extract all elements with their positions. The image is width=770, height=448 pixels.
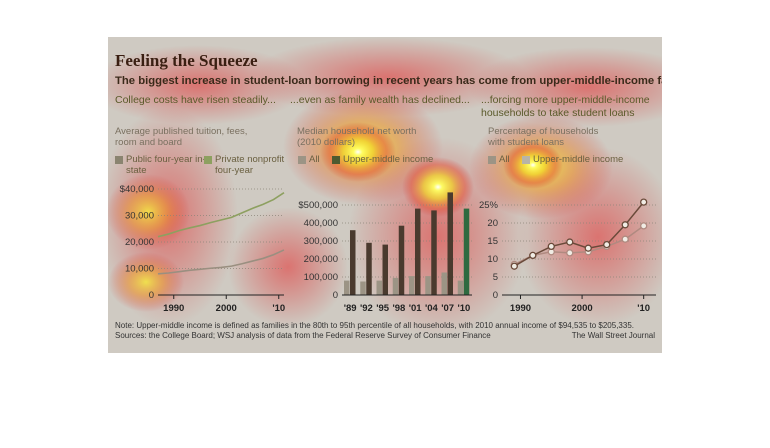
bar-upper-middle (463, 208, 470, 295)
y-tick-label: 20,000 (125, 237, 154, 248)
data-point-all (640, 222, 648, 230)
x-tick-label: 1990 (163, 303, 184, 314)
y-tick-label: 30,000 (125, 211, 154, 222)
y-tick-label: 10,000 (125, 264, 154, 275)
legend-swatch-all-loans (488, 156, 496, 164)
x-tick-label: '04 (425, 303, 439, 314)
y-tick-label: 5 (493, 272, 498, 283)
bar-upper-middle (350, 230, 356, 295)
sources-line: Sources: the College Board; WSJ analysis… (115, 331, 491, 340)
x-tick-label: 2000 (572, 303, 593, 314)
x-tick-label: '10 (637, 303, 650, 314)
bar-all (425, 276, 431, 295)
y-tick-label: 0 (333, 290, 338, 301)
y-tick-label: 15 (487, 236, 498, 247)
series-line-private (157, 192, 285, 238)
data-point-upper-middle (640, 198, 648, 206)
legend-label-public: Public four-year in-state (126, 154, 206, 176)
footnote: Note: Upper-middle income is defined as … (115, 321, 634, 330)
bar-all (441, 272, 447, 295)
data-point-all (621, 235, 629, 243)
bar-upper-middle (447, 192, 453, 295)
student-loan-line-chart: 0 5 10 15 20 25% 1990 2000 '10 (479, 198, 656, 314)
bar-upper-middle (366, 242, 372, 295)
legend-swatch-all-wealth (298, 156, 306, 164)
bar-all (409, 276, 415, 295)
data-point-upper-middle (603, 240, 611, 249)
y-tick-label: 25% (479, 200, 499, 211)
legend-swatch-private (204, 156, 212, 164)
legend-label-upper-loans: Upper-middle income (533, 154, 624, 165)
data-point-upper-middle (547, 242, 555, 251)
y-tick-label: 0 (149, 290, 154, 301)
bar-upper-middle (415, 208, 421, 295)
x-tick-label: 2000 (216, 303, 237, 314)
y-tick-label: 400,000 (304, 218, 338, 229)
panel3-description: Percentage of households with student lo… (488, 126, 599, 148)
bar-all (376, 280, 382, 295)
legend-swatch-public (115, 156, 123, 164)
net-worth-bar-chart: 0 100,000 200,000 300,000 400,000 $500,000 '89… (298, 192, 472, 314)
series-line-public (157, 249, 285, 275)
x-tick-label: 1990 (510, 303, 531, 314)
panel2-description: Median household net worth (2010 dollars… (297, 126, 417, 148)
data-point-all (566, 249, 574, 257)
x-tick-label: '98 (392, 303, 405, 314)
bar-all (344, 280, 350, 295)
legend-label-upper-wealth: Upper-middle income (343, 154, 434, 165)
bar-upper-middle (398, 225, 405, 295)
data-point-upper-middle (584, 244, 592, 252)
x-tick-label: '07 (441, 303, 454, 314)
panel2-heading: ...even as family wealth has declined... (290, 94, 470, 106)
y-tick-label: $500,000 (298, 200, 338, 211)
y-tick-label: 20 (487, 218, 498, 229)
x-tick-label: '10 (457, 303, 470, 314)
chart-subtitle: The biggest increase in student-loan bor… (115, 75, 662, 87)
x-tick-label: '92 (360, 303, 373, 314)
y-tick-label: $40,000 (120, 184, 154, 195)
chart-panel: Feeling the Squeeze The biggest increase… (108, 37, 662, 353)
panel3-heading: ...forcing more upper-middle-income hous… (481, 94, 650, 119)
tuition-line-chart: 0 10,000 20,000 30,000 $40,000 1990 2000 '10 (120, 184, 286, 314)
bar-all (457, 280, 464, 295)
panel1-heading: College costs have risen steadily... (115, 94, 276, 106)
data-point-upper-middle (621, 221, 629, 229)
data-point-upper-middle (529, 251, 537, 260)
data-point-upper-middle (566, 238, 574, 246)
x-tick-label: '89 (344, 303, 357, 314)
bar-all (392, 277, 399, 295)
credit-line: The Wall Street Journal (571, 331, 655, 340)
legend-label-all-wealth: All (309, 154, 320, 165)
chart-title: Feeling the Squeeze (115, 51, 258, 70)
panel1-description: Average published tuition, fees, room an… (115, 126, 248, 148)
data-point-upper-middle (510, 262, 518, 270)
legend-label-all-loans: All (499, 154, 510, 165)
x-tick-label: '01 (409, 303, 423, 314)
bar-all (360, 281, 366, 295)
bar-upper-middle (431, 210, 437, 295)
bar-upper-middle (382, 244, 388, 295)
y-tick-label: 300,000 (304, 236, 338, 247)
legend-swatch-upper-loans (522, 156, 530, 164)
legend-label-private: Private nonprofit four-year (215, 154, 285, 176)
y-tick-label: 10 (487, 254, 498, 265)
y-tick-label: 200,000 (304, 254, 338, 265)
legend-swatch-upper-wealth (332, 156, 340, 164)
y-tick-label: 0 (493, 290, 498, 301)
y-tick-label: 100,000 (304, 272, 338, 283)
x-tick-label: '10 (272, 303, 285, 314)
x-tick-label: '95 (376, 303, 390, 314)
